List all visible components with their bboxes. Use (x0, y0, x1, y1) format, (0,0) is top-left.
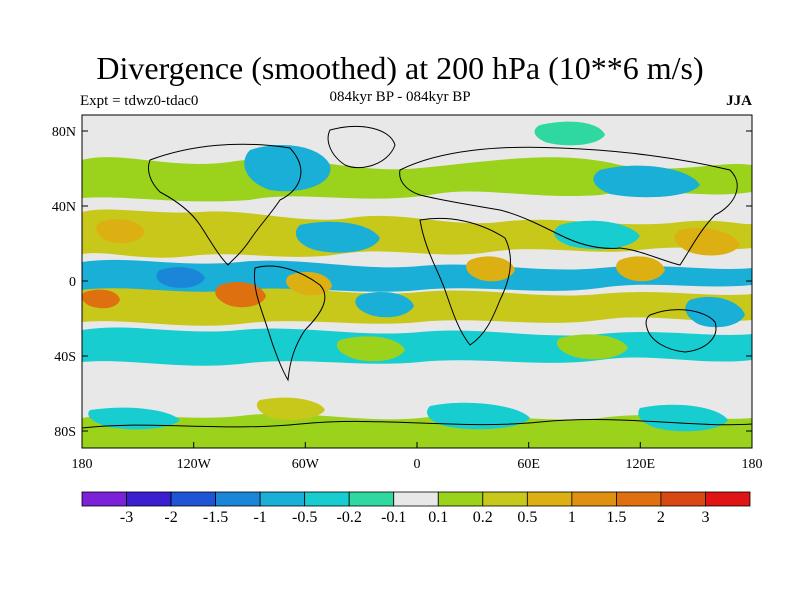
colorbar-swatch (304, 491, 350, 507)
contour-region (426, 402, 530, 430)
contour-region (674, 227, 740, 256)
contour-region (82, 413, 752, 448)
lat-label: 40S (54, 350, 76, 365)
lon-label: 60E (517, 457, 540, 472)
contour-region (244, 145, 331, 192)
colorbar-label: -3 (120, 509, 133, 526)
africa-outline (419, 217, 511, 346)
colorbar-swatch (81, 491, 127, 507)
colorbar-swatch (526, 491, 573, 507)
period-label: 084kyr BP - 084kyr BP (329, 89, 471, 105)
map-title: Divergence (smoothed) at 200 hPa (10**6 … (96, 50, 704, 86)
greenland-outline (327, 126, 396, 169)
contour-region (82, 289, 120, 309)
latitude-axis: 80N 40N 0 40S 80S (52, 125, 752, 440)
colorbar-label: -0.1 (381, 509, 406, 526)
lat-label: 40N (52, 200, 76, 215)
colorbar-label: 0.1 (428, 509, 448, 526)
colorbar-label: 3 (701, 509, 709, 526)
contour-region (534, 121, 605, 146)
contour-region (88, 407, 180, 430)
colorbar-label: 1 (568, 509, 576, 526)
australia-outline (645, 309, 717, 353)
lon-label: 120E (626, 457, 656, 472)
europe-asia-outline (399, 146, 738, 266)
colorbar-swatch (437, 491, 484, 507)
colorbar-label: -2 (164, 509, 177, 526)
colorbar-label: 2 (657, 509, 665, 526)
contour-region (295, 221, 380, 253)
contour-region (593, 165, 700, 198)
colorbar-label: -0.2 (337, 509, 362, 526)
colorbar: -3 -2 -1.5 -1 -0.5 -0.2 -0.1 0.1 0.2 0.5 1 1.5 2 3 (81, 491, 751, 526)
lat-label: 80N (52, 125, 76, 140)
colorbar-swatch (215, 491, 261, 507)
contour-region (685, 296, 745, 328)
contour-region (256, 397, 325, 420)
experiment-label: Expt = tdwz0-tdac0 (80, 93, 199, 109)
contour-region (638, 404, 728, 432)
colorbar-label: 1.5 (606, 509, 626, 526)
lon-label: 120W (177, 457, 212, 472)
lat-label: 80S (54, 425, 76, 440)
contour-region (286, 272, 332, 296)
colorbar-swatch (393, 491, 439, 507)
contour-region (215, 282, 266, 308)
lon-label: 180 (72, 457, 93, 472)
longitude-axis: 180 120W 60W 0 60E 120E 180 (72, 442, 763, 472)
colorbar-swatch (348, 491, 395, 507)
colorbar-swatch (482, 491, 528, 507)
contour-region (156, 267, 205, 288)
contour-region (96, 219, 145, 244)
colorbar-swatch (126, 491, 172, 507)
season-label: JJA (726, 93, 752, 109)
colorbar-label: 0.2 (473, 509, 493, 526)
antarctica-outline (82, 419, 752, 429)
lon-label: 180 (742, 457, 763, 472)
lon-label: 0 (414, 457, 421, 472)
contour-region (466, 256, 515, 282)
colorbar-swatch (616, 491, 662, 507)
south-america-outline (253, 265, 326, 382)
contour-region (556, 334, 628, 360)
colorbar-label: -1 (253, 509, 266, 526)
colorbar-swatch (571, 491, 617, 507)
contour-region (336, 336, 405, 362)
colorbar-swatch (259, 491, 306, 507)
contour-region (616, 256, 665, 282)
coastline-outlines (82, 126, 752, 429)
contour-region (355, 292, 414, 318)
colorbar-label: 0.5 (517, 509, 537, 526)
colorbar-swatch (170, 491, 216, 507)
map-plot-area (82, 115, 752, 448)
lat-label: 0 (69, 275, 76, 290)
colorbar-label: -0.5 (292, 509, 317, 526)
colorbar-swatch (705, 491, 751, 507)
lon-label: 60W (292, 457, 320, 472)
colorbar-label: -1.5 (203, 509, 228, 526)
colorbar-swatch (660, 491, 706, 507)
north-america-outline (147, 143, 302, 266)
